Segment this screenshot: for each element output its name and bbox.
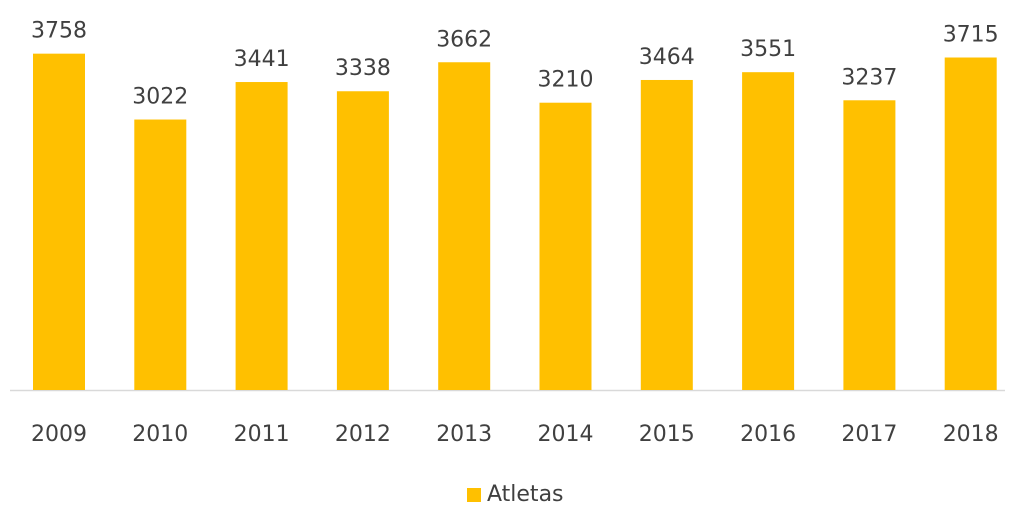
x-tick-label: 2013 — [436, 422, 492, 447]
legend-swatch — [467, 488, 481, 502]
data-label: 3464 — [639, 45, 695, 70]
x-tick-label: 2015 — [639, 422, 695, 447]
data-label: 3210 — [538, 68, 594, 93]
bar — [944, 57, 997, 390]
bar — [134, 119, 187, 390]
bar — [640, 79, 693, 391]
data-label: 3662 — [436, 27, 492, 52]
data-label: 3338 — [335, 56, 391, 81]
bar — [843, 100, 896, 390]
bar — [33, 53, 85, 391]
data-label: 3441 — [234, 47, 290, 72]
bar — [336, 91, 389, 391]
x-tick-label: 2014 — [538, 422, 594, 447]
x-tick-label: 2018 — [943, 422, 999, 447]
bar — [539, 102, 592, 390]
data-label: 3022 — [132, 85, 188, 110]
bar — [742, 72, 795, 391]
x-tick-label: 2012 — [335, 422, 391, 447]
data-label: 3237 — [841, 65, 897, 90]
data-label: 3758 — [31, 19, 87, 44]
x-tick-label: 2011 — [234, 422, 290, 447]
bar — [438, 62, 491, 390]
x-tick-label: 2009 — [31, 422, 87, 447]
data-label: 3715 — [943, 23, 999, 48]
legend-label: Atletas — [487, 482, 564, 507]
x-tick-label: 2016 — [740, 422, 796, 447]
x-tick-label: 2010 — [132, 422, 188, 447]
x-tick-label: 2017 — [841, 422, 897, 447]
bar — [235, 82, 288, 390]
data-label: 3551 — [740, 37, 796, 62]
